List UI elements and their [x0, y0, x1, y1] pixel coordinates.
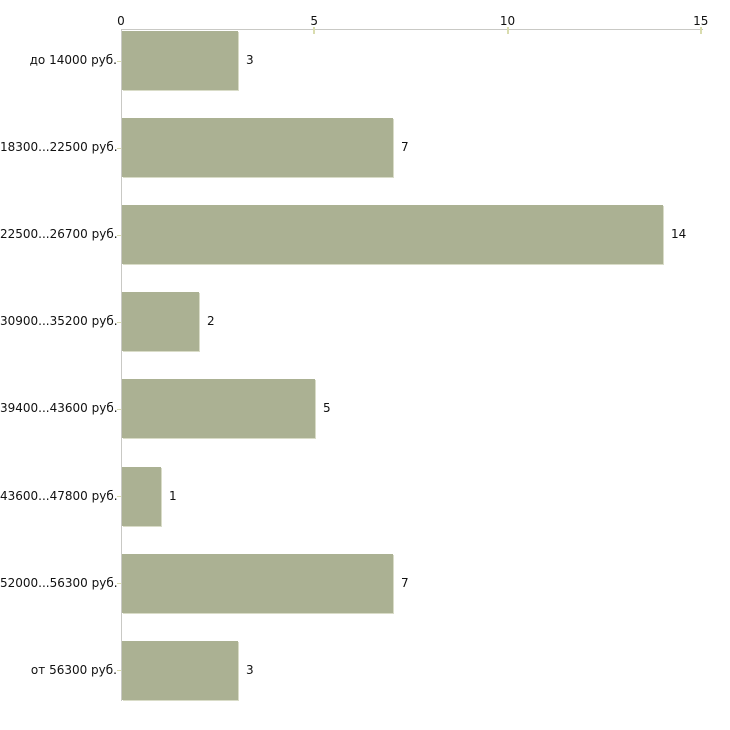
x-tick-mark — [506, 27, 509, 34]
category-label: до 14000 руб. — [29, 53, 117, 67]
category-label: 30900...35200 руб. — [0, 314, 118, 328]
category-label: от 56300 руб. — [30, 663, 117, 677]
x-axis-line — [121, 29, 703, 30]
bar — [122, 292, 199, 351]
x-tick-mark — [699, 27, 702, 34]
bar — [122, 379, 315, 438]
category-label: 22500...26700 руб. — [0, 227, 118, 241]
bar — [122, 467, 161, 526]
category-tick-mark — [117, 148, 121, 149]
x-tick-label: 15 — [693, 14, 709, 28]
category-tick-mark — [117, 496, 121, 497]
value-label: 7 — [401, 576, 409, 590]
value-label: 14 — [671, 227, 687, 241]
x-tick-label: 5 — [310, 14, 319, 28]
x-tick-label: 0 — [117, 14, 125, 28]
value-label: 3 — [246, 53, 254, 67]
value-label: 2 — [207, 314, 215, 328]
x-tick-label: 10 — [499, 14, 516, 28]
category-label: 43600...47800 руб. — [0, 489, 118, 503]
category-label: 52000...56300 руб. — [0, 576, 118, 590]
bar — [122, 205, 663, 264]
bar — [122, 31, 238, 90]
category-tick-mark — [117, 409, 121, 410]
category-tick-mark — [117, 670, 121, 671]
category-label: 18300...22500 руб. — [0, 140, 118, 154]
bar — [122, 641, 238, 700]
category-tick-mark — [117, 322, 121, 323]
bar — [122, 554, 393, 613]
category-tick-mark — [117, 583, 121, 584]
value-label: 1 — [169, 489, 177, 503]
x-tick-mark — [313, 27, 316, 34]
category-tick-mark — [117, 235, 121, 236]
value-label: 5 — [323, 401, 331, 415]
value-label: 7 — [401, 140, 409, 154]
category-tick-mark — [117, 61, 121, 62]
y-axis-line — [121, 29, 122, 701]
value-label: 3 — [246, 663, 254, 677]
category-label: 39400...43600 руб. — [0, 401, 118, 415]
bar — [122, 118, 393, 177]
